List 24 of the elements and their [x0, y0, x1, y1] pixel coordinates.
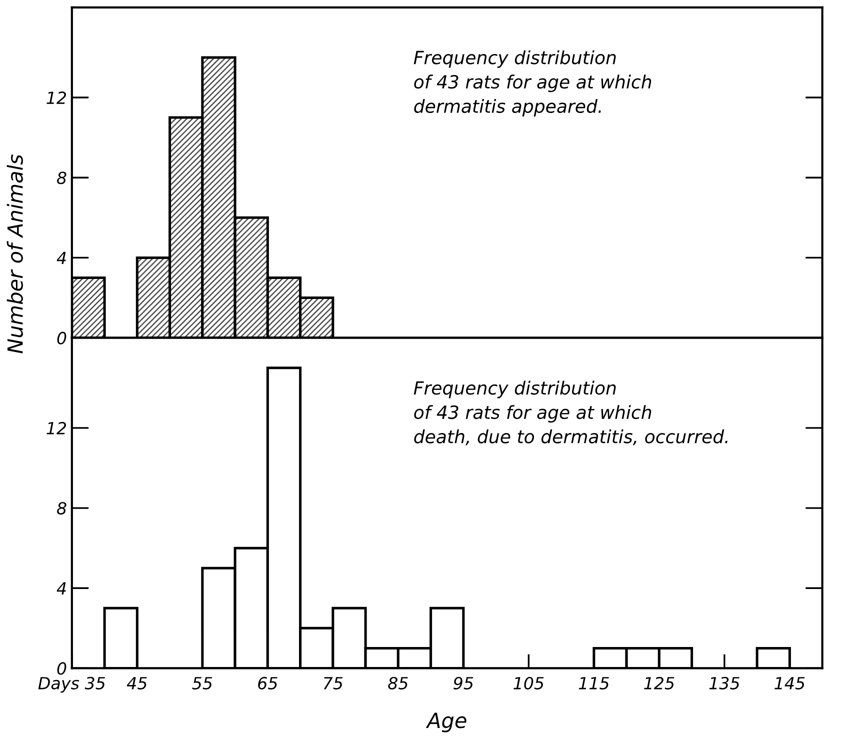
y-tick-label: 4 [56, 582, 66, 594]
x-tick-label: 115 [578, 677, 609, 690]
x-tick-label: 45 [126, 677, 147, 690]
x-tick-label: 75 [324, 677, 343, 690]
y-tick-label: 8 [57, 172, 66, 184]
y-tick-label: 8 [57, 502, 66, 515]
x-tick-label: 135 [709, 676, 740, 690]
y-tick-label: 0 [57, 332, 66, 344]
y-tick-label: 4 [56, 252, 66, 264]
x-tick-label: 95 [454, 676, 474, 690]
y-axis-title: Number of Animals [6, 154, 23, 354]
x-tick-label: Days 35 [38, 676, 106, 693]
y-tick-label: 12 [46, 91, 66, 104]
annotation: Frequency distribution of 43 rats for age at which dermatitis appeared. [414, 50, 652, 116]
annotation: Frequency distribution of 43 rats for age at which death, due to dermatitis, occurred. [414, 380, 728, 446]
y-tick-label: 12 [46, 422, 66, 434]
x-axis-title: Age [426, 712, 466, 732]
x-tick-label: 55 [192, 677, 212, 690]
x-tick-label: 85 [388, 676, 408, 690]
x-tick-label: 145 [774, 677, 805, 690]
x-tick-label: 105 [514, 676, 544, 690]
y-tick-label: 0 [57, 662, 66, 675]
x-tick-label: 125 [644, 676, 674, 690]
x-tick-label: 65 [258, 676, 278, 690]
